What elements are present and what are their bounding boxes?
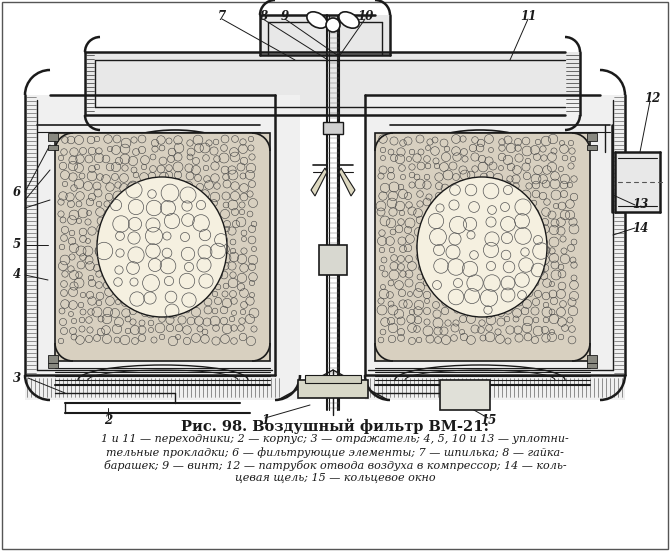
Text: Рис. 98. Воздушный фильтр ВМ-21:: Рис. 98. Воздушный фильтр ВМ-21: [181,418,489,434]
Text: 13: 13 [632,198,648,212]
Ellipse shape [97,177,227,317]
Text: 12: 12 [644,91,660,105]
Polygon shape [375,133,590,361]
Bar [15,10,655,420]
Bar [48,363,58,368]
Text: тельные прокладки; 6 — фильтрующие элементы; 7 — шпилька; 8 — гайка-: тельные прокладки; 6 — фильтрующие элеме… [106,447,564,458]
Polygon shape [339,168,355,196]
Text: 14: 14 [632,222,648,235]
Text: цевая щель; 15 — кольцевое окно: цевая щель; 15 — кольцевое окно [234,473,436,483]
Ellipse shape [307,12,327,28]
Bar [319,245,347,275]
Bar [440,380,490,410]
Polygon shape [365,95,625,400]
Polygon shape [311,168,327,196]
Text: 9: 9 [281,9,289,23]
Circle shape [326,18,340,32]
Text: 4: 4 [13,268,21,282]
Polygon shape [260,15,390,55]
Text: 5: 5 [13,239,21,251]
Text: 6: 6 [13,186,21,198]
Bar [298,380,368,398]
Text: барашек; 9 — винт; 12 — патрубок отвода воздуха в компрессор; 14 — коль-: барашек; 9 — винт; 12 — патрубок отвода … [104,460,566,471]
Text: 10: 10 [357,9,373,23]
Ellipse shape [417,177,547,317]
Ellipse shape [339,12,359,28]
Bar [587,363,597,368]
Bar [587,355,597,363]
Bar [305,375,361,383]
Polygon shape [615,152,660,212]
Bar [323,122,343,134]
Bar [48,145,58,150]
Text: 1 и 11 — переходники; 2 — корпус; 3 — отражатель; 4, 5, 10 и 13 — уплотни-: 1 и 11 — переходники; 2 — корпус; 3 — от… [101,434,569,444]
Polygon shape [85,52,580,115]
Polygon shape [55,133,270,361]
Bar [48,355,58,363]
Text: 11: 11 [520,9,536,23]
Text: 2: 2 [104,414,112,428]
Polygon shape [25,95,300,400]
Text: 1: 1 [261,414,269,428]
Bar [48,133,58,141]
Bar [587,145,597,150]
Text: 15: 15 [480,414,496,428]
Bar [587,133,597,141]
Text: 7: 7 [218,9,226,23]
Text: 3: 3 [13,371,21,385]
Text: 8: 8 [259,9,267,23]
